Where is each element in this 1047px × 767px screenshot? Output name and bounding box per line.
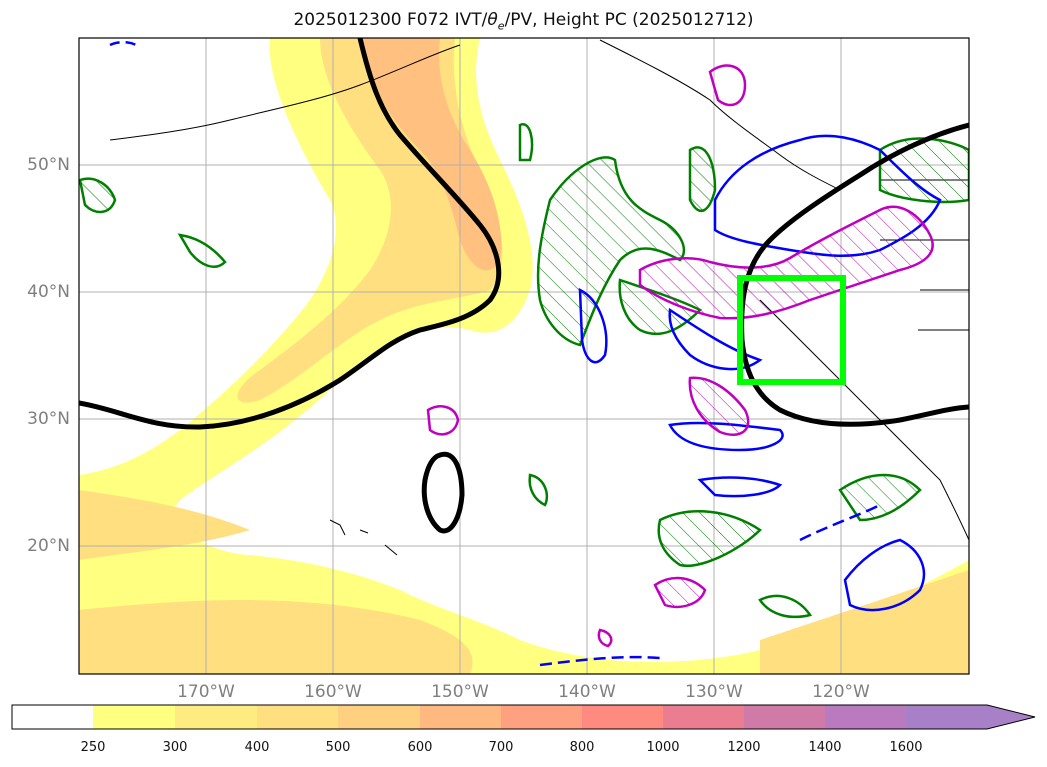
lon-label-120w: 120°W: [812, 682, 870, 702]
lon-label-140w: 140°W: [558, 682, 616, 702]
green-contours: [79, 123, 969, 619]
colorbar-label: 1600: [889, 740, 923, 755]
colorbar-label: 1400: [808, 740, 842, 755]
lat-label-50n: 50°N: [27, 155, 70, 175]
map-title: 2025012300 F072 IVT/θe/PV, Height PC (20…: [293, 10, 754, 33]
colorbar-label: 700: [488, 740, 514, 755]
colorbar-label: 400: [244, 740, 270, 755]
theta-e-contours: [426, 64, 934, 648]
colorbar-label: 800: [569, 740, 595, 755]
lat-label-40n: 40°N: [27, 282, 70, 302]
colorbar-label: 500: [325, 740, 351, 755]
lat-label-30n: 30°N: [27, 409, 70, 429]
graticule: [79, 38, 969, 674]
lon-label-150w: 150°W: [431, 682, 489, 702]
lat-label-20n: 20°N: [27, 536, 70, 556]
colorbar-label: 250: [80, 740, 106, 755]
lon-label-170w: 170°W: [177, 682, 235, 702]
colorbar-label: 1000: [646, 740, 680, 755]
lon-label-160w: 160°W: [304, 682, 362, 702]
colorbar-label: 300: [162, 740, 188, 755]
target-box: [737, 275, 846, 385]
map-frame: [78, 37, 970, 675]
colorbar: [11, 704, 1036, 730]
lon-label-130w: 130°W: [685, 682, 743, 702]
ivt-shading: [79, 38, 969, 674]
colorbar-label: 600: [407, 740, 433, 755]
colorbar-label: 1200: [727, 740, 761, 755]
